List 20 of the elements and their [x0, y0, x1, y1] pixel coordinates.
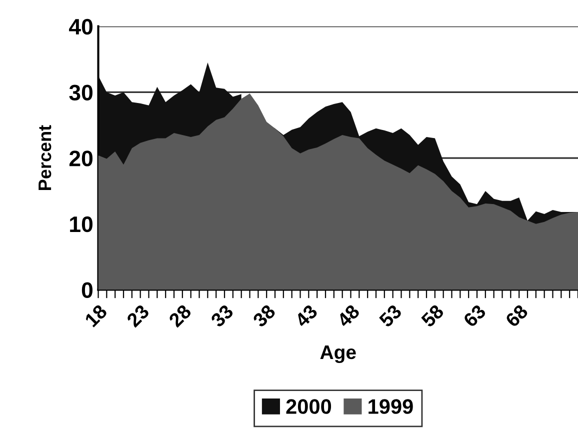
- y-tick-label: 30: [69, 84, 92, 100]
- x-tick-label: 33: [210, 304, 234, 328]
- x-tick-label: 58: [420, 304, 445, 328]
- x-tick-label: 28: [168, 304, 192, 328]
- legend-label: 1999: [368, 399, 413, 414]
- y-tick-label: 10: [70, 216, 92, 232]
- x-tick-label: 53: [378, 304, 402, 328]
- x-tick-label: 48: [336, 304, 360, 328]
- x-tick-label: 23: [126, 304, 150, 328]
- y-tick-label: 40: [69, 18, 92, 35]
- y-axis-title: Percent: [38, 125, 52, 190]
- legend-label: 2000: [286, 399, 332, 414]
- x-tick-label: 63: [462, 304, 487, 328]
- x-axis-title: Age: [320, 346, 356, 364]
- x-tick-label: 18: [84, 304, 108, 328]
- x-tick-label: 68: [504, 304, 529, 328]
- y-tick-label: 20: [69, 150, 92, 166]
- x-tick-label: 38: [252, 304, 276, 328]
- x-tick-label: 43: [294, 304, 318, 328]
- y-tick-label: 0: [82, 282, 92, 298]
